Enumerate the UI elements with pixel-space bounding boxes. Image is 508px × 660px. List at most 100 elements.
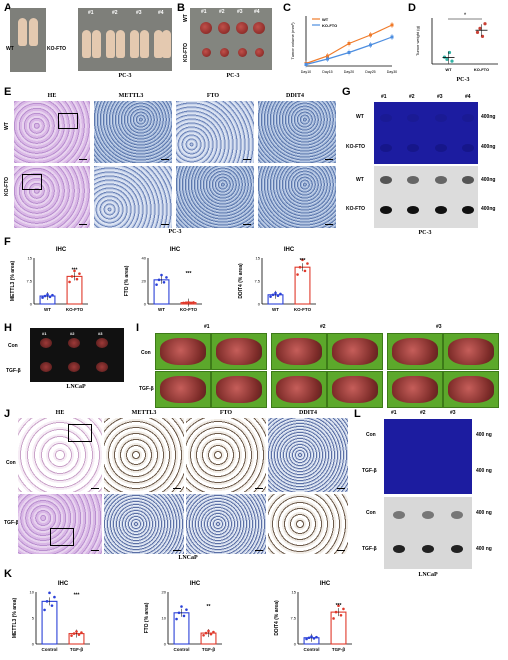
- data-point: [202, 633, 205, 637]
- fto-image-tgf: [186, 494, 266, 554]
- h-row-tgf: TGF-β: [6, 368, 21, 374]
- mouse-photo-single: [10, 8, 46, 72]
- l-amt-2: 400 ng: [476, 468, 492, 474]
- mettl3-image-con: [104, 418, 184, 492]
- y-tick-label: 0: [258, 302, 261, 307]
- tumor-weight-chart: Tumor weight (g) WT KO-FTO *: [415, 13, 498, 72]
- y-axis-label: Tumor volume (mm³): [290, 22, 295, 60]
- col-fto-e: FTO: [206, 93, 220, 99]
- cell-line-e: PC-3: [168, 229, 182, 235]
- panel-label-e: E: [4, 86, 12, 98]
- data-point: [301, 258, 304, 262]
- data-point: [187, 301, 190, 304]
- x-tick-label: TGF-β: [70, 647, 83, 652]
- x-tick-label: KO-FTO: [474, 67, 489, 72]
- panel-label-h: H: [4, 322, 12, 334]
- data-point: [337, 604, 340, 608]
- y-tick-label: 0: [30, 302, 33, 307]
- x-tick-label: WT: [158, 307, 165, 312]
- cell-line-g: PC-3: [418, 230, 432, 236]
- panel-label-b: B: [177, 2, 185, 14]
- bar: [330, 611, 347, 645]
- y-axis-label: FTO (% area): [144, 602, 150, 633]
- j-row-con: Con: [6, 460, 16, 466]
- tumor-id-1: #1: [201, 9, 207, 15]
- data-point: [306, 262, 309, 265]
- mouse-id-1: #1: [88, 10, 94, 16]
- data-point: [279, 292, 282, 296]
- g-amt-3: 400ng: [481, 177, 496, 183]
- data-point: [478, 26, 482, 30]
- i-row-con: Con: [141, 350, 151, 356]
- data-point: [332, 617, 335, 620]
- row-wt-e: WT: [4, 122, 10, 130]
- cell-line-a: PC-3: [118, 73, 132, 79]
- lung-photo: [387, 371, 443, 408]
- l-sample-3: #3: [450, 410, 456, 416]
- y-tick-label: 15: [28, 256, 33, 261]
- ddit4-image-tgf: [268, 494, 348, 554]
- h-sample-1: #1: [42, 331, 47, 336]
- lung-photo: [155, 371, 211, 408]
- significance-label: ***: [186, 271, 192, 277]
- l-row-3: Con: [366, 510, 376, 516]
- data-point: [165, 276, 168, 279]
- legend-label: KO-FTO: [322, 23, 337, 28]
- y-tick-label: 0: [144, 302, 147, 307]
- y-axis-label: DDIT4 (% area): [274, 600, 280, 636]
- data-point: [298, 265, 302, 269]
- tumor-id-2: #2: [219, 9, 225, 15]
- x-tick-label: KO-FTO: [180, 307, 198, 312]
- row-ko-b: KO-FTO: [183, 42, 189, 62]
- panel-label-i: I: [136, 322, 140, 334]
- cell-line-h: LNCaP: [66, 384, 86, 390]
- lung-photo: [211, 371, 267, 408]
- mettl3-image-wt: [94, 101, 172, 163]
- data-point: [209, 632, 213, 636]
- x-tick-label: WT: [44, 307, 51, 312]
- data-point: [80, 631, 83, 634]
- y-tick-label: 0: [32, 642, 35, 647]
- ddit4-bar-chart-k: IHC DDIT4 (% area) Control TGF-β *** 0 7.5 15: [274, 581, 352, 652]
- cell-line-b: PC-3: [226, 73, 240, 79]
- g-amt-1: 400ng: [481, 114, 496, 120]
- tumor-id-3: #3: [237, 9, 243, 15]
- y-tick-label: 7.5: [254, 279, 260, 284]
- h-sample-3: #3: [98, 331, 103, 336]
- data-point: [475, 30, 480, 34]
- lncap-tumor-photo: [30, 328, 124, 382]
- y-axis-label: FTO (% area): [124, 265, 130, 296]
- tumor-photo: [190, 8, 272, 70]
- data-point: [184, 301, 188, 304]
- data-point: [310, 635, 313, 638]
- tumor-volume-chart: Tumor volume (mm³) Day10 Day15 Day20 Day25 Da…: [290, 16, 397, 74]
- g-amt-4: 400ng: [481, 206, 496, 212]
- data-point: [271, 293, 275, 297]
- y-tick-label: 20: [142, 279, 147, 284]
- g-sample-4: #4: [465, 94, 471, 100]
- bar: [173, 612, 190, 645]
- i-sample-3: #3: [436, 324, 442, 330]
- mettl3-image-tgf: [104, 494, 184, 554]
- data-point: [73, 269, 76, 273]
- data-point: [307, 636, 311, 640]
- x-tick-label: Day25: [365, 70, 375, 74]
- data-point: [50, 604, 54, 607]
- mouse-id-3: #3: [136, 10, 142, 16]
- data-point: [182, 301, 185, 305]
- col-he-j: HE: [55, 410, 65, 416]
- chart-title: IHC: [170, 247, 181, 253]
- col-fto-j: FTO: [219, 410, 233, 416]
- ddit4-image-wt: [258, 101, 336, 163]
- chart-title: IHC: [58, 581, 69, 587]
- data-point: [315, 635, 318, 639]
- ddit4-image-con: [268, 418, 348, 492]
- lung-photo: [443, 333, 499, 370]
- y-tick-label: 15: [292, 590, 297, 595]
- data-point: [185, 608, 188, 611]
- lung-photo: [211, 333, 267, 370]
- chart-title: IHC: [320, 581, 331, 587]
- data-point: [207, 629, 210, 633]
- mouse-photo-group: [78, 8, 172, 71]
- x-tick-label: KO-FTO: [66, 307, 84, 312]
